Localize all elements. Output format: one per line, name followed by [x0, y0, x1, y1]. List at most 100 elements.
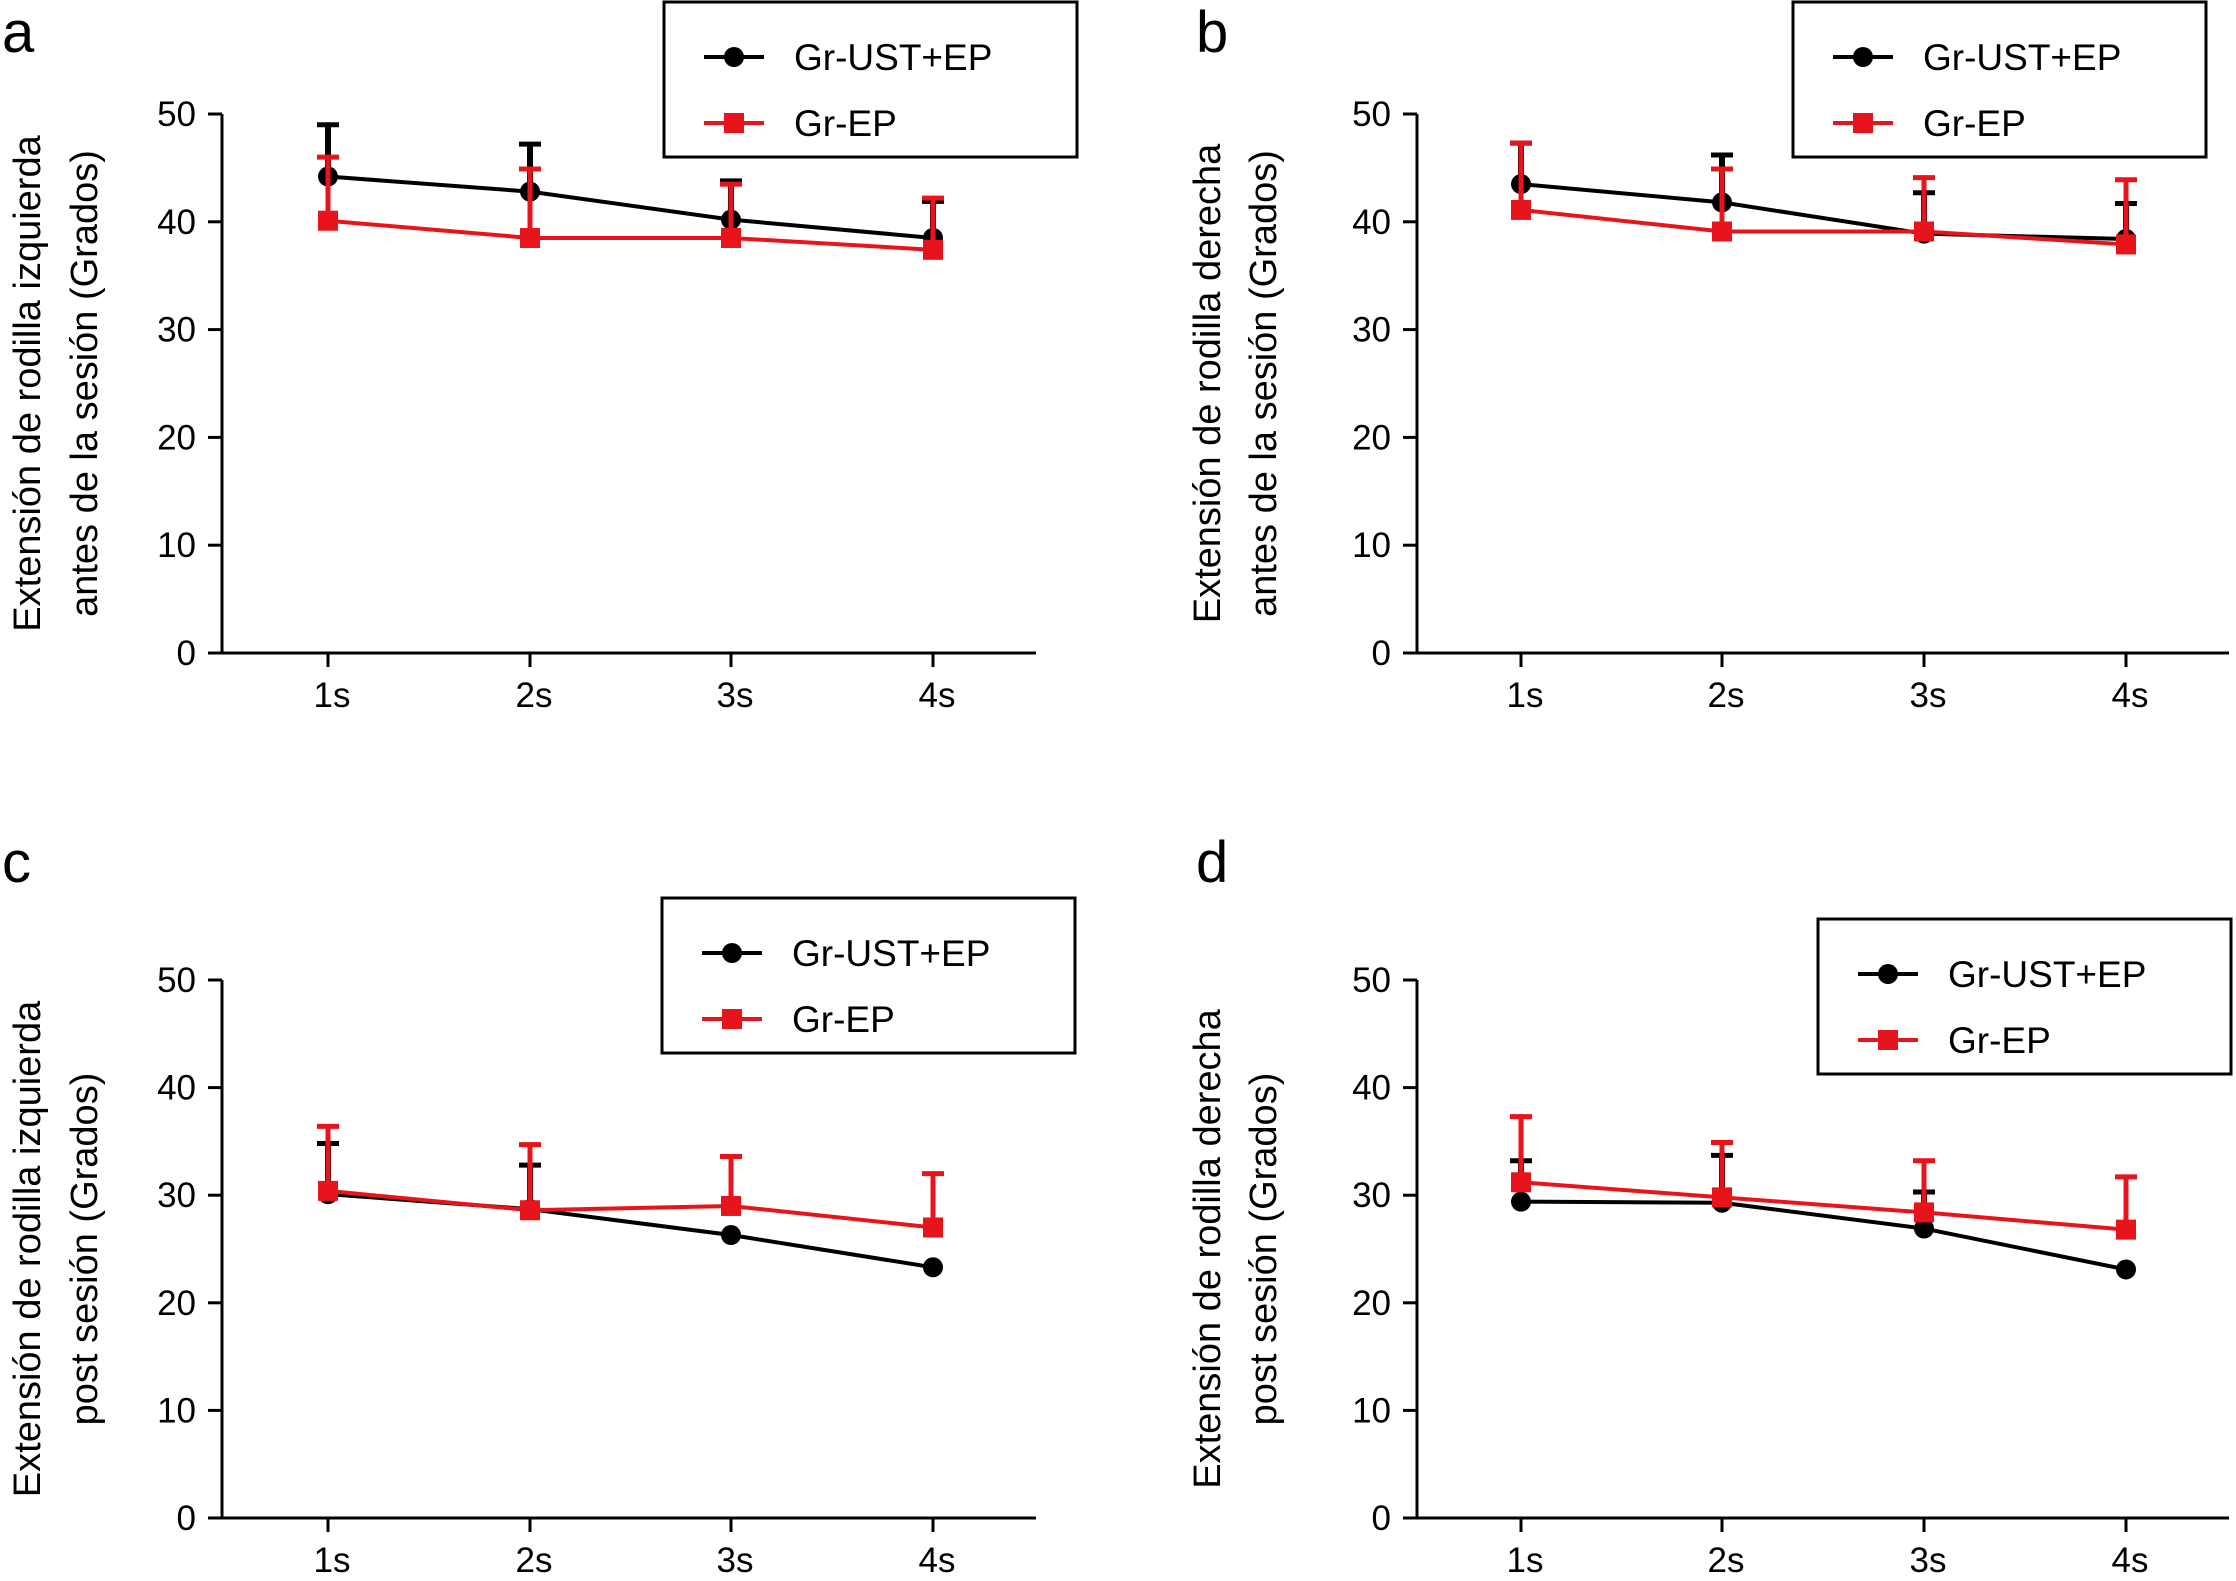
legend-label: Gr-EP: [792, 999, 895, 1040]
y-axis-title: Extensión de rodilla izquierda: [7, 134, 49, 631]
y-tick-label: 40: [157, 1069, 196, 1108]
y-axis-title: Extensión de rodilla derecha: [1187, 1008, 1229, 1488]
y-axis-title: post sesión (Grados): [64, 1073, 106, 1426]
x-tick-label: 2s: [516, 676, 553, 715]
x-tick-label: 4s: [2112, 1541, 2149, 1580]
data-point-square: [318, 210, 338, 231]
y-axis-title: post sesión (Grados): [1243, 1073, 1285, 1426]
legend-label: Gr-UST+EP: [794, 37, 992, 78]
series-Gr-EP: [317, 154, 944, 260]
legend-marker-circle: [724, 47, 744, 67]
series-line: [1520, 207, 2127, 247]
data-point-square: [923, 239, 943, 260]
y-tick-label: 10: [157, 526, 196, 565]
y-tick-label: 50: [157, 961, 196, 1000]
legend: Gr-UST+EP Gr-EP: [1816, 917, 2233, 1076]
panel-label: b: [1196, 0, 1228, 65]
data-point-square: [923, 1217, 943, 1238]
data-point-square: [1511, 1172, 1531, 1193]
legend-item: Gr-UST+EP: [1858, 954, 2146, 995]
data-point-square: [520, 227, 540, 248]
y-tick-label: 20: [1352, 1284, 1391, 1323]
y-tick-label: 20: [1352, 418, 1391, 457]
data-point-square: [1511, 199, 1531, 220]
chart-panel-d: d 0 10 20 30 40 50 1s 2s 3s 4s Extensión de rodilla…: [1187, 830, 2233, 1580]
series-Gr-UST+EP: [317, 1141, 943, 1278]
chart-panel-a: a 0 10 20 30 40 50 1s 2s 3s 4s Extensión de rodilla…: [2, 0, 1079, 715]
error-bar: [317, 154, 339, 221]
data-point-circle: [721, 1225, 741, 1246]
y-tick-label: 30: [157, 311, 196, 350]
panel-label: c: [2, 830, 31, 895]
chart-panel-b: b 0 10 20 30 40 50 1s 2s 3s 4s Extensión de rodilla…: [1187, 0, 2229, 715]
series-Gr-EP: [317, 1123, 944, 1238]
data-point-square: [1712, 1187, 1732, 1208]
x-tick-label: 2s: [1708, 1541, 1745, 1580]
error-bar: [519, 166, 541, 238]
legend-label: Gr-UST+EP: [1948, 954, 2146, 995]
series-line: [1520, 1180, 2127, 1232]
error-bar: [519, 1142, 541, 1211]
legend-marker-square: [1878, 1030, 1898, 1050]
y-tick-label: 10: [157, 1391, 196, 1430]
y-tick-label: 0: [1372, 634, 1391, 673]
x-tick-label: 4s: [919, 1541, 956, 1580]
series-line: [327, 1192, 934, 1270]
data-point-square: [721, 1195, 741, 1216]
data-point-circle: [1511, 1191, 1531, 1212]
error-bar: [2115, 177, 2137, 245]
y-tick-label: 0: [177, 1499, 196, 1538]
legend-item: Gr-EP: [702, 999, 895, 1040]
y-tick-label: 10: [1352, 526, 1391, 565]
chart-panel-c: c 0 10 20 30 40 50 1s 2s 3s 4s Extensión de rodilla…: [2, 830, 1077, 1580]
x-tick-label: 3s: [1910, 1541, 1947, 1580]
x-tick-label: 4s: [2112, 676, 2149, 715]
legend-marker-square: [722, 1009, 742, 1029]
legend: Gr-UST+EP Gr-EP: [662, 0, 1079, 159]
error-bar: [317, 1123, 339, 1191]
legend: Gr-UST+EP Gr-EP: [660, 896, 1077, 1055]
panel-label: d: [1196, 830, 1228, 895]
y-tick-label: 10: [1352, 1391, 1391, 1430]
y-tick-label: 40: [1352, 203, 1391, 242]
data-point-square: [520, 1200, 540, 1221]
legend: Gr-UST+EP Gr-EP: [1791, 0, 2208, 159]
x-tick-label: 2s: [516, 1541, 553, 1580]
data-point-circle: [923, 1257, 943, 1278]
legend-label: Gr-UST+EP: [792, 933, 990, 974]
x-tick-label: 3s: [717, 676, 754, 715]
data-point-square: [1914, 1202, 1934, 1223]
y-axis-title: Extensión de rodilla derecha: [1187, 143, 1229, 623]
y-axis-title: antes de la sesión (Grados): [1243, 150, 1285, 617]
y-axis-title: antes de la sesión (Grados): [64, 150, 106, 617]
y-axis-title: Extensión de rodilla izquierda: [7, 1000, 49, 1497]
x-tick-label: 4s: [919, 676, 956, 715]
legend-label: Gr-UST+EP: [1923, 37, 2121, 78]
error-bar: [1510, 140, 1532, 210]
x-tick-label: 3s: [1910, 676, 1947, 715]
y-tick-label: 50: [157, 95, 196, 134]
legend-label: Gr-EP: [794, 103, 897, 144]
data-point-circle: [1914, 1218, 1934, 1239]
series-Gr-EP: [1510, 140, 2137, 255]
y-tick-label: 20: [157, 418, 196, 457]
x-tick-label: 3s: [717, 1541, 754, 1580]
legend-marker-circle: [1878, 964, 1898, 984]
error-bar: [1510, 1114, 1532, 1183]
legend-label: Gr-EP: [1923, 103, 2026, 144]
y-tick-label: 30: [157, 1176, 196, 1215]
y-tick-label: 0: [1372, 1499, 1391, 1538]
legend-marker-circle: [1853, 47, 1873, 67]
x-tick-label: 2s: [1708, 676, 1745, 715]
data-point-square: [2116, 234, 2136, 255]
series-line: [327, 174, 934, 240]
legend-marker-square: [724, 113, 744, 133]
x-tick-label: 1s: [314, 1541, 351, 1580]
legend-label: Gr-EP: [1948, 1020, 2051, 1061]
data-point-square: [318, 1180, 338, 1201]
series-line: [1520, 1199, 2127, 1272]
y-tick-label: 40: [157, 203, 196, 242]
legend-item: Gr-EP: [1858, 1020, 2051, 1061]
y-tick-label: 20: [157, 1284, 196, 1323]
